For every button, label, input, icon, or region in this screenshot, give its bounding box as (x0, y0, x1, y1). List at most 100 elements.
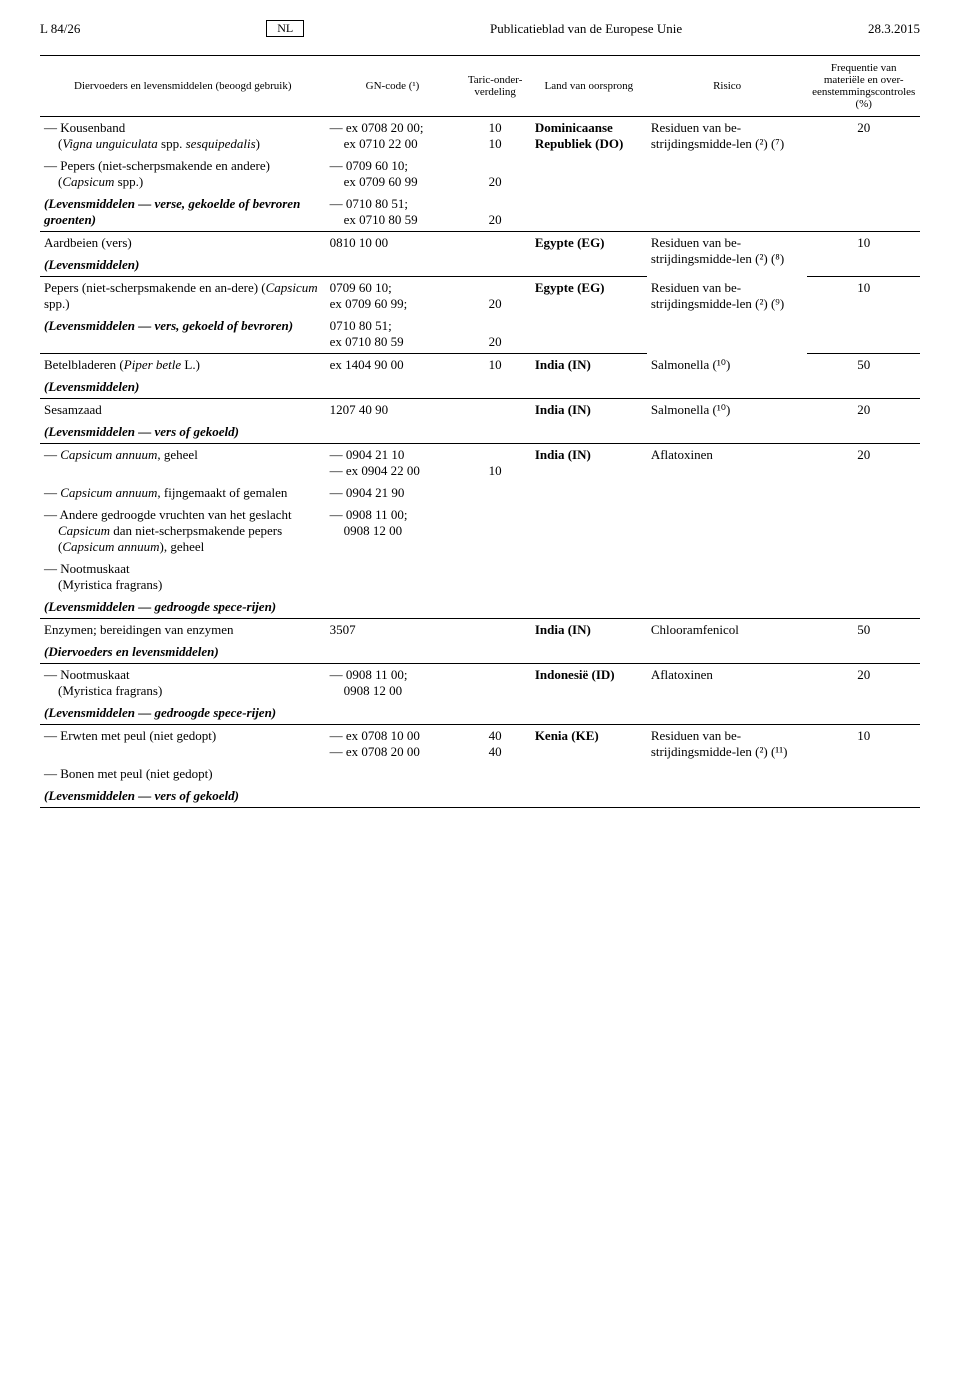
table-row: Pepers (niet-scherpsmakende en an-dere) … (40, 277, 920, 316)
cell-text: 0810 10 00 (326, 232, 460, 255)
table-row: — Capsicum annuum, geheel — 0904 21 10 —… (40, 444, 920, 483)
col-freq: Frequentie van materiële en over-eenstem… (807, 56, 920, 117)
cell-text: ex 0710 22 00 (330, 136, 456, 152)
cell-text: (Levensmiddelen — vers, gekoeld of bevro… (44, 318, 293, 333)
table-row: Enzymen; bereidingen van enzymen 3507 In… (40, 619, 920, 642)
cell-text: 20 (463, 334, 526, 350)
table-row: (Levensmiddelen — vers of gekoeld) (40, 785, 920, 808)
cell-text: 0908 12 00 (330, 523, 456, 539)
table-row: Betelbladeren (Piper betle L.) ex 1404 9… (40, 354, 920, 377)
cell-text: (Levensmiddelen — gedroogde spece-rijen) (44, 705, 276, 720)
cell-text: 10 (463, 463, 526, 479)
cell-text: Vigna unguiculata (62, 136, 157, 151)
cell-text: — ex 0708 20 00 (330, 744, 456, 760)
cell-text: Capsicum annuum (60, 447, 157, 462)
cell-text: 0709 60 10; (330, 280, 456, 296)
cell-text: Capsicum (58, 523, 110, 538)
table-row: (Levensmiddelen — gedroogde spece-rijen) (40, 702, 920, 725)
cell-text: (Levensmiddelen) (44, 379, 139, 394)
cell-text: 10 (807, 725, 920, 764)
cell-text: Chlooramfenicol (647, 619, 808, 642)
cell-text: 20 (807, 444, 920, 483)
cell-text: India (IN) (531, 444, 647, 483)
cell-text: Capsicum (62, 174, 114, 189)
cell-text: (Levensmiddelen) (44, 257, 139, 272)
cell-text: Capsicum annuum (62, 539, 159, 554)
cell-text: — Nootmuskaat (44, 667, 322, 683)
table-row: Aardbeien (vers) 0810 10 00 Egypte (EG) … (40, 232, 920, 255)
cell-text: 40 (463, 728, 526, 744)
cell-text: India (IN) (531, 354, 647, 377)
table-row: — Capsicum annuum, fijngemaakt of gemale… (40, 482, 920, 504)
cell-text: Egypte (EG) (531, 277, 647, 316)
cell-text: ex 0709 60 99; (330, 296, 456, 312)
cell-text: Aflatoxinen (647, 444, 808, 483)
cell-text: Residuen van be-strijdingsmidde-len (²) … (647, 117, 808, 194)
cell-text: Sesamzaad (40, 399, 326, 422)
cell-text: (Myristica fragrans) (44, 577, 322, 593)
header-center: Publicatieblad van de Europese Unie (490, 21, 682, 37)
header-nl-box: NL (266, 20, 304, 37)
cell-text: Residuen van be-strijdingsmidde-len (²) … (647, 277, 808, 354)
table-header-row: Diervoeders en levensmiddelen (beoogd ge… (40, 56, 920, 117)
cell-text: (Diervoeders en levensmiddelen) (44, 644, 219, 659)
cell-text: (Levensmiddelen — verse, gekoelde of bev… (44, 196, 300, 227)
cell-text: 10 (463, 136, 526, 152)
cell-text: Aardbeien (vers) (40, 232, 326, 255)
cell-text: Enzymen; bereidingen van enzymen (40, 619, 326, 642)
cell-text: 1207 40 90 (326, 399, 460, 422)
cell-text: 0908 12 00 (330, 683, 456, 699)
cell-text: 3507 (326, 619, 460, 642)
header-left: L 84/26 (40, 21, 80, 37)
cell-text: Salmonella (¹⁰) (647, 399, 808, 422)
cell-text: 20 (807, 399, 920, 422)
cell-text: Salmonella (¹⁰) (647, 354, 808, 377)
cell-text: 10 (807, 232, 920, 255)
cell-text: — ex 0904 22 00 (330, 463, 456, 479)
table-row: (Levensmiddelen — gedroogde spece-rijen) (40, 596, 920, 619)
cell-text: ex 0710 80 59 (330, 212, 456, 228)
cell-text: 20 (807, 117, 920, 194)
cell-text: 0710 80 51; (330, 318, 456, 334)
table-row: (Levensmiddelen — vers of gekoeld) (40, 421, 920, 444)
cell-text: (Levensmiddelen — vers of gekoeld) (44, 424, 239, 439)
cell-text: 50 (807, 354, 920, 377)
cell-text: (Levensmiddelen — gedroogde spece-rijen) (44, 599, 276, 614)
page-header: L 84/26 NL Publicatieblad van de Europes… (40, 20, 920, 37)
table-row: — Erwten met peul (niet gedopt) — ex 070… (40, 725, 920, 764)
cell-text: — Kousenband (44, 120, 322, 136)
cell-text: (Myristica fragrans) (44, 683, 322, 699)
cell-text: ex 0710 80 59 (330, 334, 456, 350)
cell-text: India (IN) (531, 399, 647, 422)
table-row: (Diervoeders en levensmiddelen) (40, 641, 920, 664)
cell-text: Aflatoxinen (647, 664, 808, 703)
col-land: Land van oorsprong (531, 56, 647, 117)
cell-text: — 0908 11 00; (330, 667, 456, 683)
cell-text: ex 1404 90 00 (326, 354, 460, 377)
cell-text: — Erwten met peul (niet gedopt) (44, 728, 322, 744)
cell-text: Dominicaanse Republiek (DO) (531, 117, 647, 194)
table-row: (Levensmiddelen) (40, 376, 920, 399)
cell-text: 50 (807, 619, 920, 642)
table-row: — Kousenband (Vigna unguiculata spp. ses… (40, 117, 920, 156)
cell-text: Capsicum (266, 280, 318, 295)
cell-text: 10 (459, 354, 530, 377)
cell-text: 10 (463, 120, 526, 136)
cell-text: 40 (463, 744, 526, 760)
cell-text: — 0904 21 90 (326, 482, 460, 504)
table-row: (Levensmiddelen — verse, gekoelde of bev… (40, 193, 920, 232)
cell-text: — 0709 60 10; (330, 158, 456, 174)
cell-text: — ex 0708 10 00 (330, 728, 456, 744)
col-desc: Diervoeders en levensmiddelen (beoogd ge… (40, 56, 326, 117)
cell-text: 20 (463, 174, 526, 190)
col-gn: GN-code (¹) (326, 56, 460, 117)
cell-text: (Levensmiddelen — vers of gekoeld) (44, 788, 239, 803)
table-row: — Nootmuskaat (Myristica fragrans) (40, 558, 920, 596)
cell-text: Egypte (EG) (531, 232, 647, 255)
table-row: — Andere gedroogde vruchten van het gesl… (40, 504, 920, 558)
col-risico: Risico (647, 56, 808, 117)
cell-text: Capsicum annuum (60, 485, 157, 500)
cell-text: 20 (463, 212, 526, 228)
cell-text: ex 0709 60 99 (330, 174, 456, 190)
cell-text: — ex 0708 20 00; (330, 120, 456, 136)
